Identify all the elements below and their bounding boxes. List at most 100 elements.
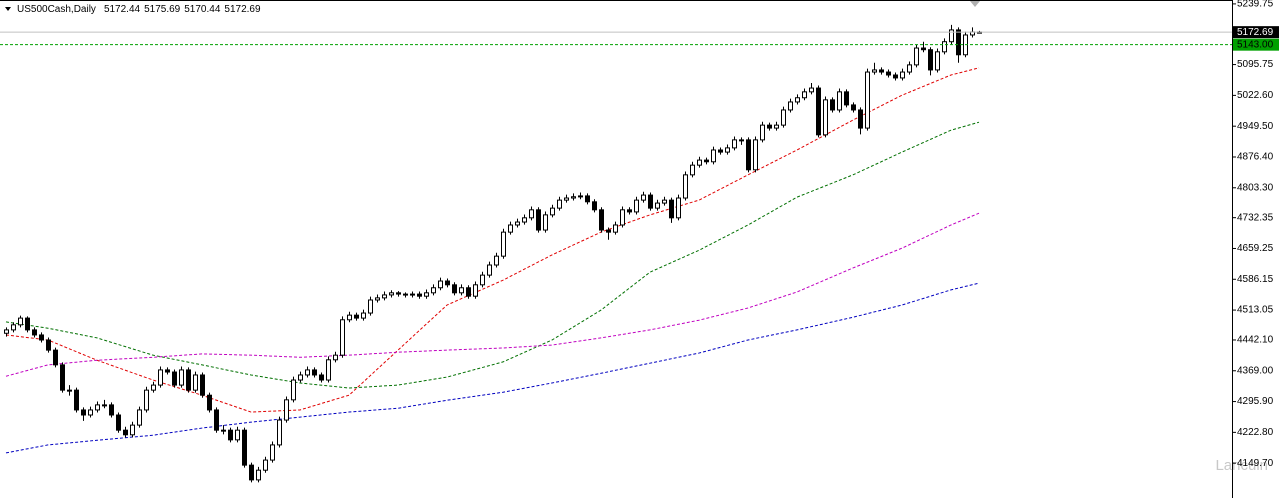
- candle-body: [312, 369, 317, 376]
- moving-average-line: [5, 121, 980, 389]
- candle-body: [571, 196, 576, 199]
- header-close: 5172.69: [224, 4, 261, 15]
- candle-body: [361, 312, 366, 319]
- candle-body: [858, 109, 863, 129]
- candle-body: [578, 195, 583, 198]
- candle-body: [627, 209, 632, 213]
- y-tick-label: 4732.35: [1237, 212, 1274, 223]
- candle-body: [333, 354, 338, 361]
- candle-body: [585, 195, 590, 203]
- candle-body: [424, 292, 429, 297]
- candle-body: [235, 429, 240, 441]
- candle-body: [403, 293, 408, 296]
- candle-body: [207, 394, 212, 411]
- candle-body: [613, 224, 618, 233]
- candle-body: [410, 293, 415, 296]
- candle-body: [368, 299, 373, 314]
- candle-body: [389, 292, 394, 296]
- candle-body: [501, 231, 506, 257]
- candle-body: [270, 444, 275, 461]
- header-high: 5175.69: [144, 4, 181, 15]
- moving-average-line: [5, 67, 980, 413]
- candle-body: [494, 255, 499, 266]
- y-tick-label: 4803.30: [1237, 182, 1274, 193]
- y-tick-label: 4149.70: [1237, 458, 1274, 469]
- watermark: Lancuin: [1215, 457, 1268, 474]
- candle-body: [67, 389, 72, 392]
- candle-body: [46, 339, 51, 351]
- candle-body: [753, 139, 758, 171]
- bid-label: 5172.69: [1237, 27, 1274, 38]
- candle-body: [452, 284, 457, 294]
- y-tick-label: 4513.05: [1237, 305, 1274, 316]
- candle-body: [690, 164, 695, 176]
- candle-body: [319, 374, 324, 381]
- candle-body: [949, 29, 954, 43]
- candle-body: [669, 199, 674, 219]
- candle-body: [284, 399, 289, 421]
- candle-body: [802, 91, 807, 99]
- y-tick-label: 4659.25: [1237, 243, 1274, 254]
- candle-body: [942, 41, 947, 53]
- candle-body: [956, 29, 961, 56]
- candle-body: [445, 280, 450, 286]
- plot-area: [4, 24, 982, 483]
- candle-body: [872, 69, 877, 73]
- candle-body: [95, 404, 100, 411]
- candle-body: [11, 324, 16, 331]
- candle-body: [32, 329, 37, 336]
- candle-body: [214, 409, 219, 431]
- candle-body: [130, 424, 135, 436]
- candle-body: [529, 209, 534, 219]
- candle-body: [326, 359, 331, 381]
- y-tick-label: 4949.50: [1237, 121, 1274, 132]
- candle-body: [249, 464, 254, 481]
- candle-body: [865, 71, 870, 129]
- candle-body: [193, 374, 198, 391]
- candle-body: [676, 197, 681, 219]
- candle-body: [508, 224, 513, 233]
- candle-body: [109, 404, 114, 416]
- candle-body: [543, 214, 548, 231]
- y-tick-label: 4876.40: [1237, 152, 1274, 163]
- candle-body: [879, 69, 884, 73]
- candle-body: [557, 199, 562, 209]
- candle-body: [907, 64, 912, 73]
- candle-body: [655, 202, 660, 209]
- y-tick-label: 5022.60: [1237, 90, 1274, 101]
- candle-body: [354, 314, 359, 319]
- y-tick-label: 4222.80: [1237, 427, 1274, 438]
- candle-body: [179, 369, 184, 386]
- menu-arrow[interactable]: [5, 7, 11, 11]
- candle-body: [900, 71, 905, 79]
- candle-body: [137, 409, 142, 426]
- candle-body: [620, 209, 625, 226]
- candle-body: [123, 429, 128, 436]
- candle-body: [837, 91, 842, 111]
- candle-body: [480, 274, 485, 286]
- candle-body: [662, 199, 667, 204]
- y-tick-label: 4369.00: [1237, 365, 1274, 376]
- candle-body: [914, 47, 919, 66]
- candle-body: [347, 314, 352, 321]
- candle-body: [641, 194, 646, 201]
- y-tick-label: 4586.15: [1237, 274, 1274, 285]
- candle-body: [536, 209, 541, 231]
- header-open: 5172.44: [104, 4, 141, 15]
- candle-body: [767, 124, 772, 129]
- candle-body: [263, 459, 268, 471]
- candle-body: [725, 147, 730, 153]
- candle-body: [291, 379, 296, 401]
- candle-body: [648, 194, 653, 209]
- y-tick-label: 4442.10: [1237, 335, 1274, 346]
- candle-body: [781, 109, 786, 126]
- chart-header: US500Cash,Daily 5172.44 5175.69 5170.44 5172…: [17, 4, 261, 15]
- candle-body: [158, 369, 163, 386]
- candle-body: [830, 99, 835, 111]
- shift-marker: [970, 1, 980, 7]
- candle-body: [935, 51, 940, 71]
- candle-body: [417, 293, 422, 297]
- candle-body: [340, 319, 345, 356]
- candle-body: [760, 124, 765, 141]
- y-tick-label: 5095.75: [1237, 59, 1274, 70]
